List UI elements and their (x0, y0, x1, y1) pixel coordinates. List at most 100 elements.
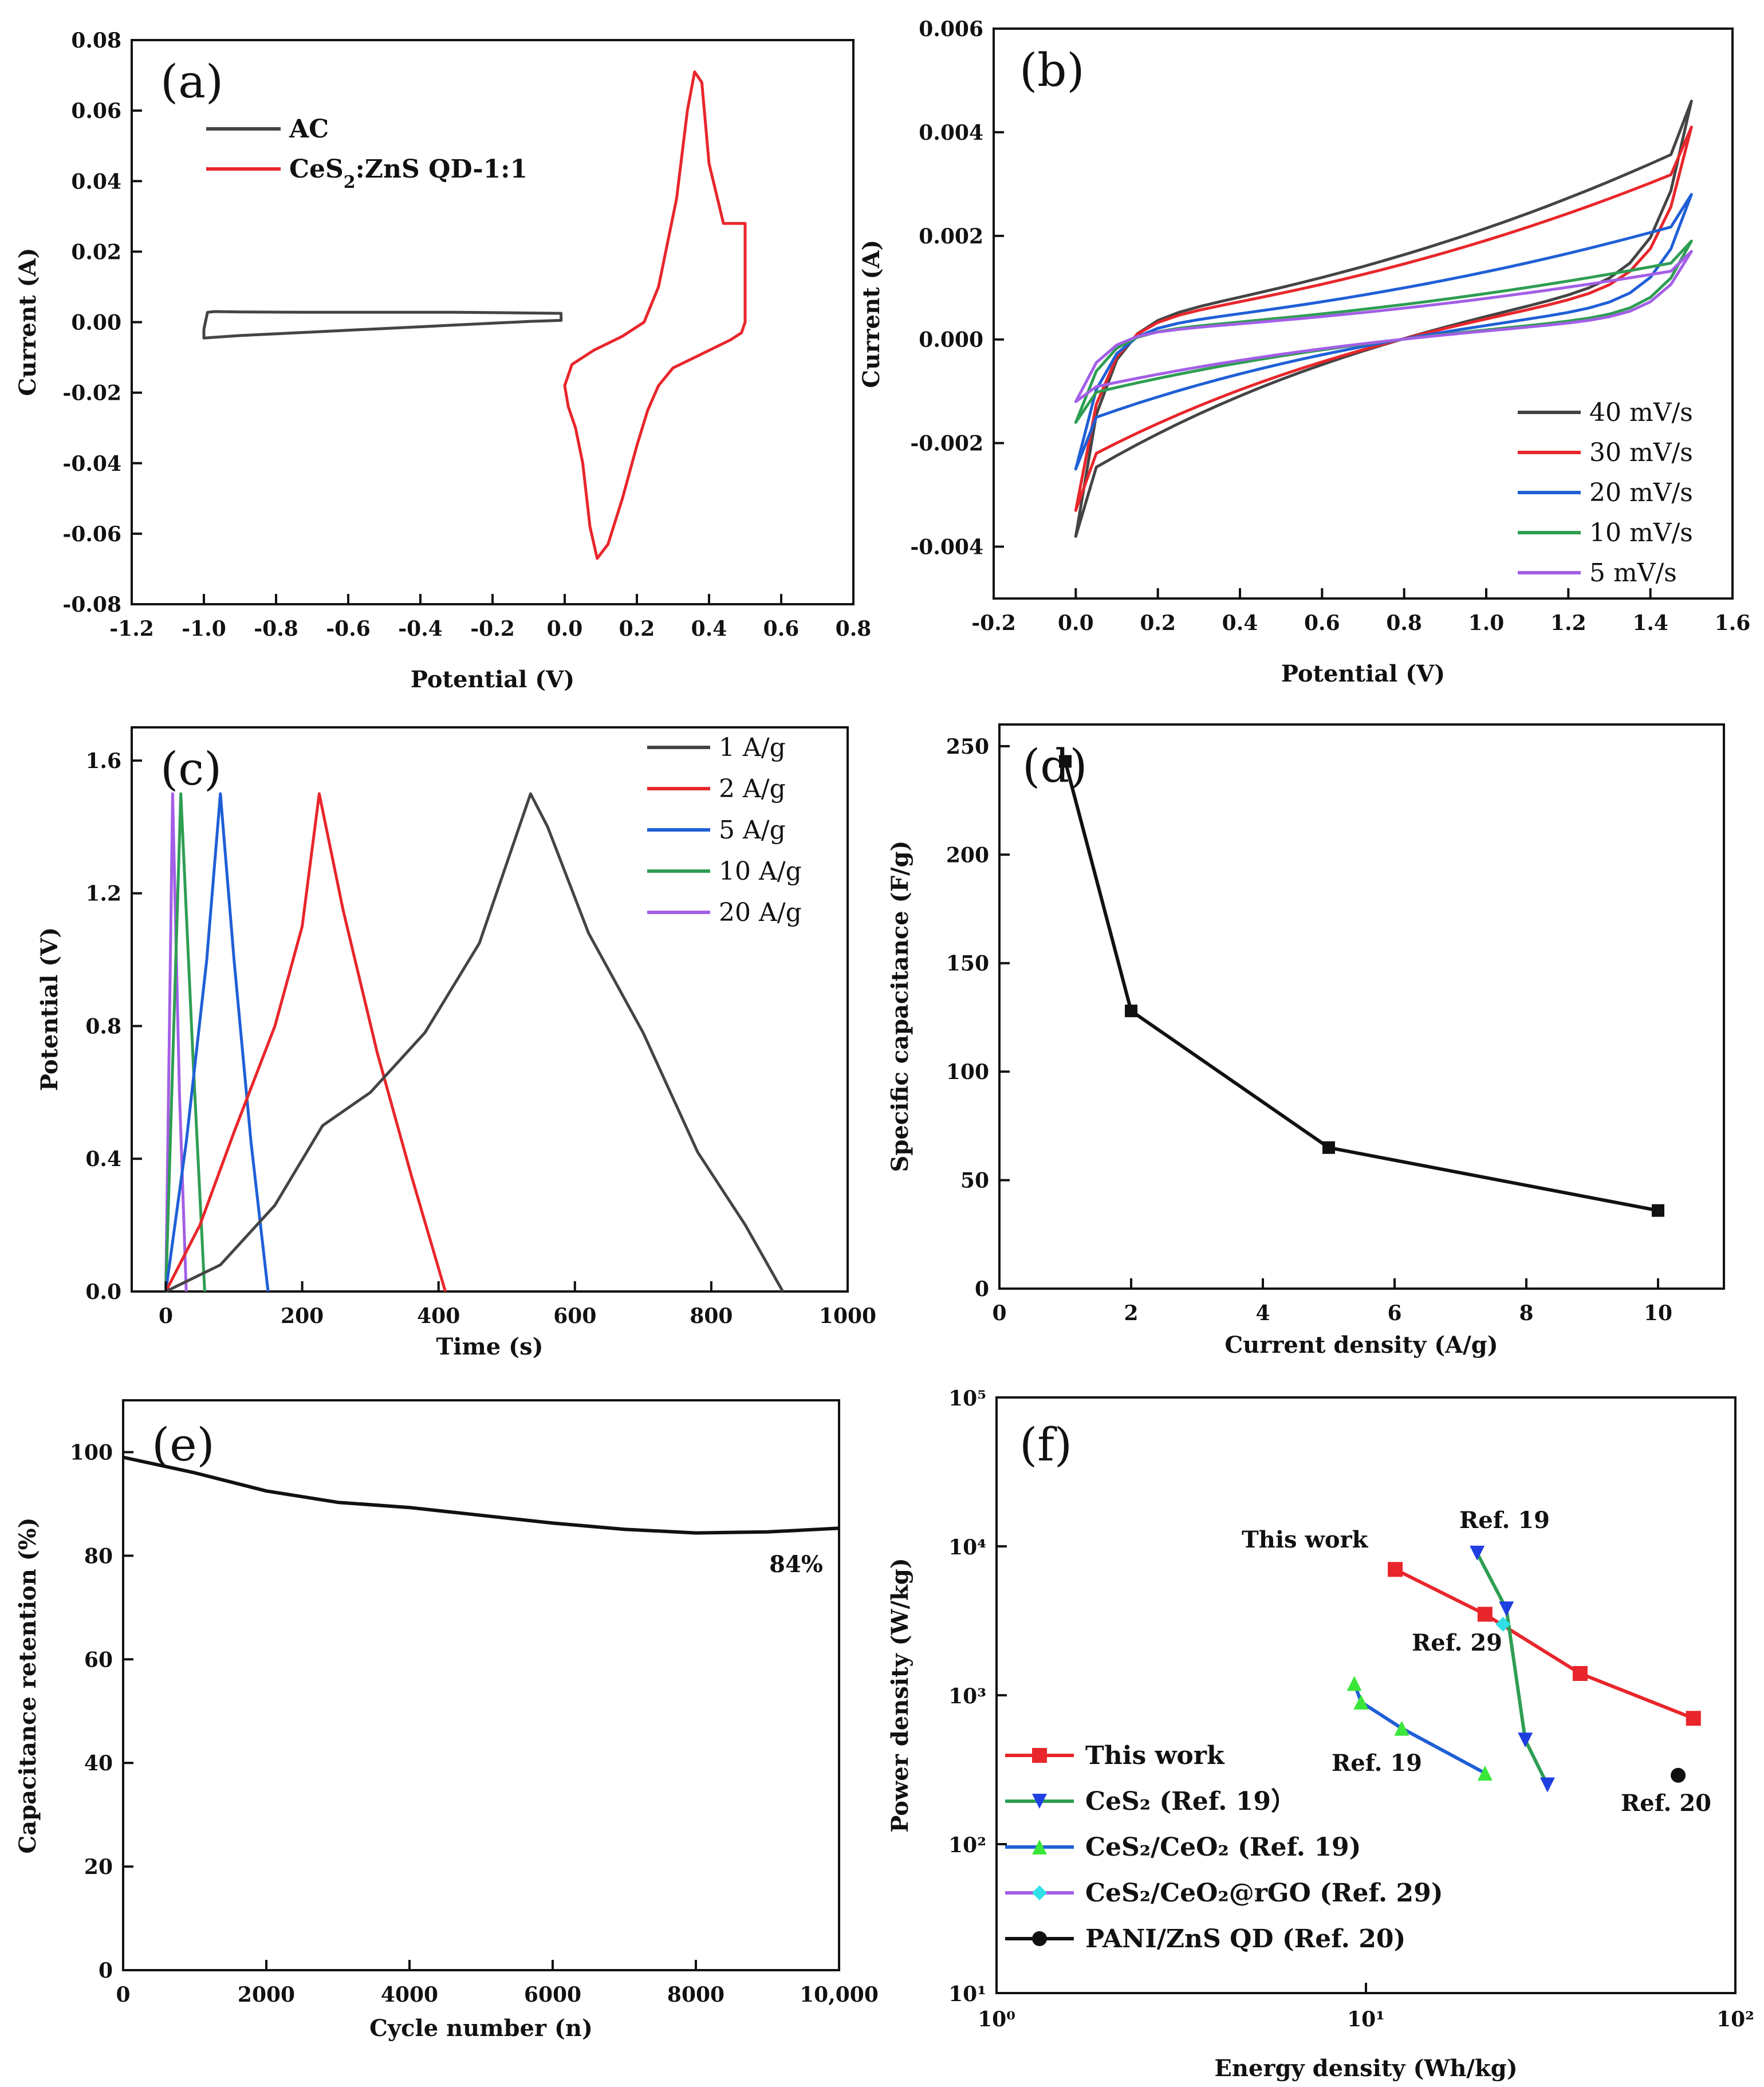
legend-label-ces-ref-19: CeS₂ (Ref. 19） (1085, 1787, 1296, 1816)
panel-a-y-ticks: -0.08 -0.06 -0.04 -0.02 0.00 0.02 0.04 0.06 0.08 (62, 29, 142, 617)
panel-e-x-label: Cycle number (n) (369, 2015, 593, 2042)
panel-a-x-ticks: -1.2 -1.0 -0.8 -0.6 -0.4 -0.2 0.0 0.2 0.4 0.6 0.8 (109, 594, 871, 641)
panel-f-plot (1346, 1545, 1701, 1793)
panel-a-x-tick-label: -1.2 (109, 617, 154, 641)
panel-e-y-tick-label: 0 (99, 1959, 113, 1983)
panel-e-x-tick-label: 4000 (381, 1983, 438, 2007)
panel-f-y-tick-label: 10⁵ (948, 1387, 986, 1411)
panel-b-y-tick-label: -0.002 (910, 432, 983, 456)
panel-b-x-tick-label: -0.2 (971, 611, 1016, 635)
panel-e-y-tick-label: 40 (84, 1751, 113, 1775)
panel-e-frame (122, 1399, 840, 1971)
marker-triangle-up (1346, 1676, 1362, 1691)
panel-b-plot (1074, 100, 1693, 538)
legend-marker-square (1032, 1748, 1047, 1763)
series-5-a-g (164, 792, 270, 1292)
panel-b-y-tick-label: 0.002 (919, 225, 983, 249)
panel-a: -1.2 -1.0 -0.8 -0.6 -0.4 -0.2 0.0 0.2 0.4 0.6 0.8 … (14, 29, 871, 693)
panel-e-y-label: Capacitance retention (%) (14, 1517, 41, 1853)
panel-d-y-label: Specific capacitance (F/g) (887, 841, 914, 1172)
panel-c-x-tick-label: 0 (159, 1304, 173, 1328)
panel-b-x-tick-label: 0.8 (1386, 611, 1422, 635)
series-ces2-zns-qd-1-1 (563, 70, 747, 560)
panel-d: 0 2 4 6 8 10 0 50 100 150 200 250 (d) Current dens… (887, 723, 1725, 1358)
panel-a-y-tick-label: 0.08 (71, 29, 121, 53)
legend-label-10-mv-s: 10 mV/s (1589, 518, 1693, 548)
legend-label-20-a-g: 20 A/g (719, 898, 802, 927)
panel-a-x-tick-label: -0.4 (398, 617, 443, 641)
panel-c-x-ticks: 0 200 400 600 800 1000 (159, 1281, 876, 1328)
panel-c-x-tick-label: 1000 (819, 1304, 876, 1328)
series-40-mv-s (1074, 100, 1693, 538)
panel-d-x-tick-label: 4 (1255, 1301, 1270, 1325)
panel-c-legend: 1 A/g 2 A/g 5 A/g 10 A/g 20 A/g (647, 733, 802, 927)
panel-b-legend: 40 mV/s 30 mV/s 20 mV/s 10 mV/s 5 mV/s (1518, 398, 1693, 588)
marker-circle (1671, 1767, 1686, 1783)
panel-a-x-tick-label: -0.8 (254, 617, 298, 641)
series-ces-ceo-ref-19 (1352, 1683, 1486, 1775)
panel-c-letter: (c) (160, 742, 222, 796)
legend-label-40-mv-s: 40 mV/s (1589, 398, 1693, 427)
marker-diamond (1495, 1616, 1511, 1632)
panel-d-x-ticks: 0 2 4 6 8 10 (992, 1278, 1672, 1325)
data-point-marker (1125, 1005, 1137, 1018)
panel-f-y-tick-label: 10⁴ (948, 1535, 986, 1560)
legend-label-2-a-g: 2 A/g (719, 774, 786, 804)
series-10-mv-s (1074, 239, 1693, 424)
panel-a-y-tick-label: 0.00 (71, 311, 121, 335)
panel-a-x-tick-label: -0.2 (470, 617, 515, 641)
panel-e-x-tick-label: 10,000 (800, 1983, 879, 2007)
series-ac (202, 310, 563, 340)
panel-e-y-ticks: 0 20 40 60 80 100 (70, 1440, 133, 1983)
panel-d-x-tick-label: 8 (1519, 1301, 1533, 1325)
series-specific-capacitance (1064, 761, 1659, 1212)
panel-c-frame (131, 726, 849, 1293)
panel-e-y-tick-label: 100 (70, 1440, 113, 1464)
panel-e-x-tick-label: 8000 (667, 1983, 724, 2007)
panel-d-letter: (d) (1022, 739, 1088, 793)
legend-label-ces-ceo-rgo-ref-29: CeS₂/CeO₂@rGO (Ref. 29) (1085, 1879, 1443, 1908)
panel-e: 0 2000 4000 6000 8000 10,000 0 20 40 60 80 100 (e)… (14, 1399, 879, 2042)
panel-c-x-tick-label: 600 (553, 1304, 596, 1328)
panel-b-x-tick-label: 0.4 (1222, 611, 1258, 635)
panel-a-y-tick-label: 0.04 (71, 170, 121, 194)
panel-f-annotation-this-work: This work (1242, 1526, 1369, 1553)
marker-triangle-down (1518, 1732, 1533, 1748)
panel-d-x-tick-label: 0 (992, 1301, 1006, 1325)
panel-d-y-tick-label: 150 (946, 952, 989, 976)
panel-f-x-tick-label: 10⁰ (978, 2007, 1015, 2031)
data-point-marker (1322, 1141, 1335, 1154)
panel-b-x-tick-label: 1.2 (1550, 611, 1586, 635)
panel-f-x-tick-label: 10¹ (1347, 2007, 1385, 2031)
panel-b-x-tick-label: 1.6 (1715, 611, 1751, 635)
panel-d-plot (1059, 755, 1664, 1217)
marker-triangle-up (1477, 1765, 1493, 1781)
panel-d-y-tick-label: 200 (946, 843, 989, 867)
legend-label-20-mv-s: 20 mV/s (1589, 478, 1693, 507)
panel-a-y-tick-label: 0.06 (71, 99, 121, 123)
panel-f-annotation-ref19-ces2: Ref. 19 (1459, 1507, 1550, 1534)
legend-marker-diamond (1032, 1885, 1047, 1900)
panel-c-plot (164, 792, 785, 1293)
panel-b-x-tick-label: 1.0 (1468, 611, 1505, 635)
panel-a-y-label: Current (A) (14, 248, 41, 396)
series-ces-ref-19 (1475, 1552, 1549, 1786)
panel-d-y-ticks: 0 50 100 150 200 250 (946, 735, 1010, 1301)
legend-label-5-a-g: 5 A/g (719, 816, 786, 845)
panel-a-x-tick-label: 0.4 (691, 617, 727, 641)
panel-f-legend: This work CeS₂ (Ref. 19） CeS₂/CeO₂ (Ref. 1… (1005, 1741, 1443, 1954)
panel-f-letter: (f) (1019, 1418, 1072, 1471)
panel-d-y-tick-label: 100 (946, 1060, 989, 1084)
panel-f-annotation-ref20: Ref. 20 (1621, 1790, 1711, 1817)
panel-d-x-tick-label: 10 (1644, 1301, 1672, 1325)
panel-f-x-tick-label: 10² (1716, 2007, 1754, 2031)
marker-triangle-up (1394, 1720, 1409, 1736)
panel-e-x-ticks: 0 2000 4000 6000 8000 10,000 (116, 1960, 879, 2007)
panel-e-y-tick-label: 80 (84, 1544, 113, 1568)
data-point-marker (1652, 1204, 1664, 1217)
marker-square (1572, 1666, 1588, 1682)
series-2-a-g (164, 792, 447, 1293)
legend-marker-circle (1032, 1931, 1047, 1946)
